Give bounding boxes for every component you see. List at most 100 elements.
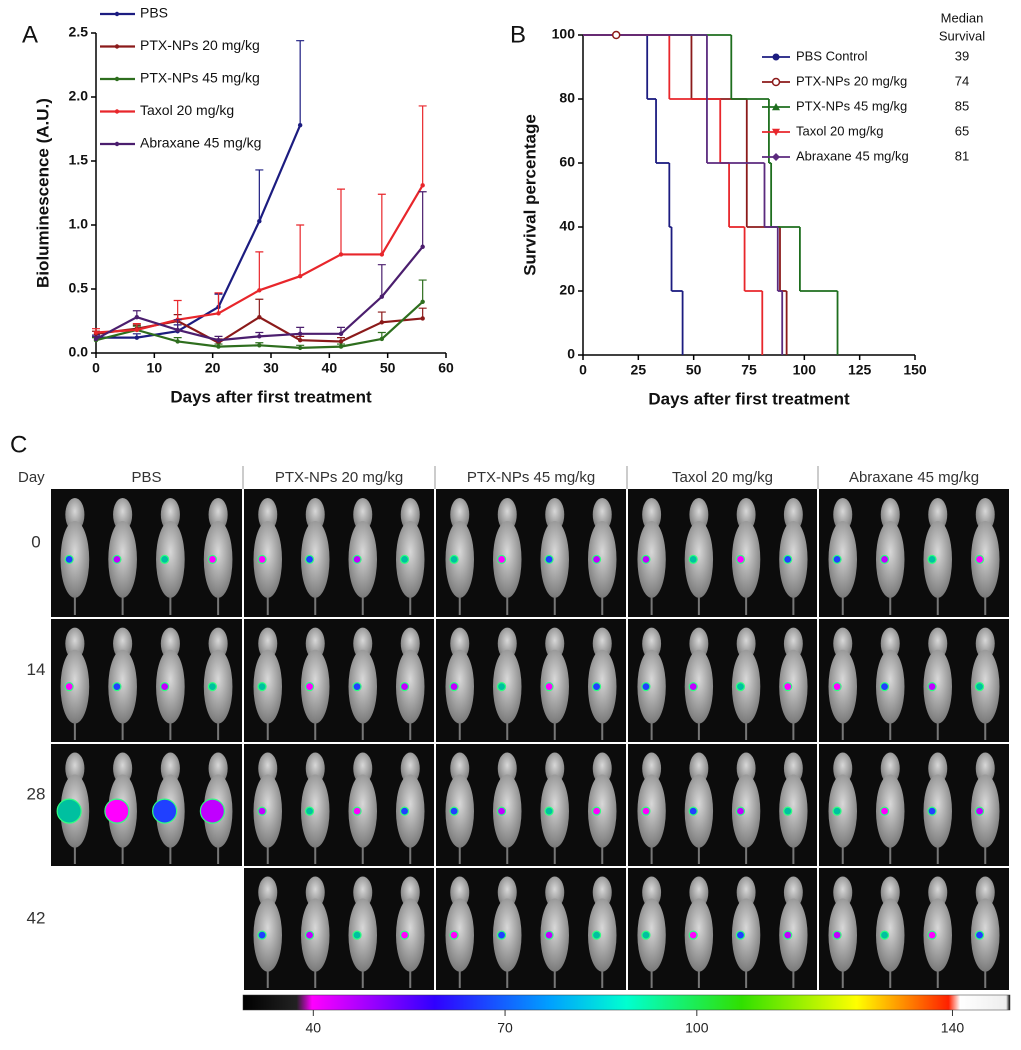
legend-label: PTX-NPs 45 mg/kg xyxy=(140,70,260,86)
signal-spot xyxy=(688,930,698,940)
mouse-body xyxy=(253,521,282,598)
marker xyxy=(338,331,344,336)
mouse-head xyxy=(400,876,420,909)
signal-spot xyxy=(304,930,315,940)
marker xyxy=(772,103,780,111)
mouse-head xyxy=(928,627,948,660)
mouse-head xyxy=(642,627,662,660)
signal-spot xyxy=(449,682,459,692)
marker xyxy=(114,11,120,17)
mouse-body xyxy=(253,774,282,848)
y-tick-label: 0 xyxy=(567,346,575,362)
mouse-head xyxy=(400,752,420,785)
mouse-body xyxy=(637,898,666,972)
signal-spot xyxy=(783,930,793,940)
mouse-head xyxy=(689,497,709,532)
signal-spot xyxy=(688,806,698,816)
mouse-body xyxy=(301,898,330,972)
marker xyxy=(297,331,303,336)
error-bar xyxy=(255,251,264,291)
mouse-body xyxy=(779,774,808,848)
marker xyxy=(772,128,780,136)
signal-spot xyxy=(735,806,746,816)
group-header: PTX-NPs 20 mg/kg xyxy=(275,469,403,486)
marker xyxy=(134,314,140,320)
signal-spot xyxy=(399,930,410,940)
panel-label: A xyxy=(22,21,38,48)
mouse-head xyxy=(353,752,373,785)
colorbar-tick-label: 100 xyxy=(685,1020,709,1036)
colorbar-tick-label: 40 xyxy=(306,1020,322,1036)
signal-spot xyxy=(544,930,554,940)
mouse-body xyxy=(731,521,761,598)
legend-label: Taxol 20 mg/kg xyxy=(140,102,234,118)
mouse-body xyxy=(588,649,617,724)
group-header: PTX-NPs 45 mg/kg xyxy=(467,469,595,486)
series-line xyxy=(96,124,302,339)
mouse-head xyxy=(975,627,995,660)
marker xyxy=(771,77,781,87)
signal-spot xyxy=(591,930,602,940)
mouse-body xyxy=(923,898,952,972)
mouse-body xyxy=(445,898,474,972)
mouse-body xyxy=(588,521,617,598)
mouse-head xyxy=(880,876,900,909)
median-header: Survival xyxy=(939,28,985,43)
marker xyxy=(257,334,262,339)
mouse-head xyxy=(113,497,133,532)
y-tick-label: 2.0 xyxy=(69,88,89,104)
marker xyxy=(114,76,120,82)
mouse-head xyxy=(975,752,995,785)
marker xyxy=(772,153,780,161)
mouse-head xyxy=(783,627,803,660)
signal-spot xyxy=(544,806,554,816)
signal-spot xyxy=(591,806,602,816)
mouse-head xyxy=(160,752,180,785)
signal-spot xyxy=(544,554,554,565)
chart-b: 0 25 50 75 100 125 150 0 20 40 60 80 100 Days after f… xyxy=(520,10,985,408)
mouse-body xyxy=(684,898,714,972)
error-bar xyxy=(255,169,264,222)
group-header: Taxol 20 mg/kg xyxy=(672,469,773,486)
signal-spot xyxy=(927,806,937,816)
mouse-body xyxy=(876,774,905,848)
mouse-head xyxy=(353,876,373,909)
mouse-body xyxy=(156,521,185,598)
signal-spot xyxy=(160,554,170,565)
signal-spot xyxy=(974,930,985,940)
mouse-body xyxy=(445,774,474,848)
mouse-body xyxy=(348,774,377,848)
y-tick-label: 0.0 xyxy=(69,344,89,360)
error-bar xyxy=(255,298,264,318)
marker xyxy=(338,339,344,344)
signal-spot xyxy=(879,554,890,565)
mouse-head xyxy=(305,876,325,909)
signal-spot xyxy=(199,798,225,824)
mouse-head xyxy=(642,497,662,532)
error-bar xyxy=(377,264,386,297)
mouse-head xyxy=(65,497,85,532)
signal-spot xyxy=(399,554,410,565)
error-bar xyxy=(418,191,427,247)
mouse-head xyxy=(928,752,948,785)
signal-spot xyxy=(496,930,507,940)
mouse-head xyxy=(689,752,709,785)
mouse-body xyxy=(828,898,857,972)
mouse-head xyxy=(736,876,756,909)
signal-spot xyxy=(879,930,890,940)
mouse-body xyxy=(876,898,905,972)
mouse-body xyxy=(923,521,952,598)
mouse-body xyxy=(348,521,377,598)
day-label: 0 xyxy=(31,532,40,551)
signal-spot xyxy=(496,554,507,565)
signal-spot xyxy=(304,682,315,692)
median-value: 85 xyxy=(955,98,969,113)
x-tick-label: 0 xyxy=(92,360,100,376)
legend-label: PBS xyxy=(140,5,168,21)
mouse-head xyxy=(113,627,133,660)
mouse-head xyxy=(160,627,180,660)
signal-spot xyxy=(688,554,698,565)
x-tick-label: 125 xyxy=(848,362,872,378)
marker xyxy=(338,344,344,349)
